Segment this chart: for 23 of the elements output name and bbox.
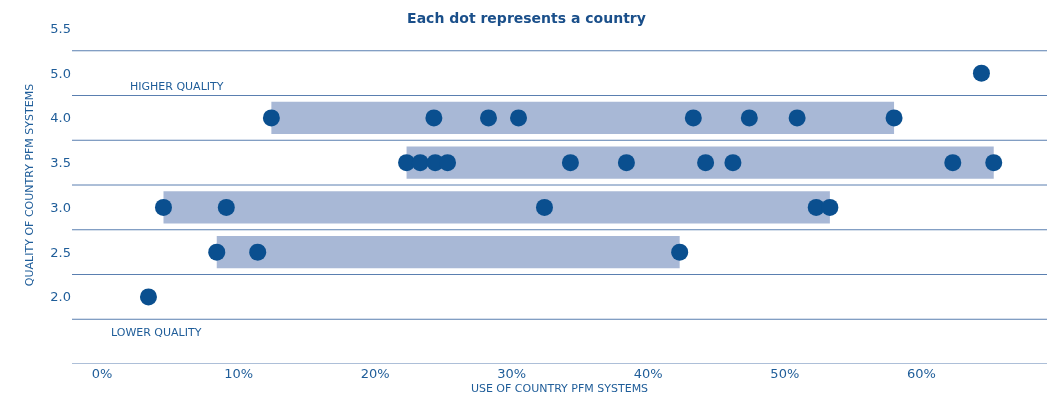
- chart-title: Each dot represents a country: [407, 10, 646, 27]
- y-tick-label: 5.0: [50, 65, 71, 81]
- annotation: HIGHER QUALITY: [130, 80, 224, 93]
- annotation: LOWER QUALITY: [111, 326, 202, 339]
- x-tick-label: 50%: [770, 366, 800, 381]
- y-tick-label: 3.5: [50, 155, 71, 171]
- x-axis-title: USE OF COUNTRY PFM SYSTEMS: [470, 382, 649, 396]
- y-tick-label: 2.5: [50, 244, 71, 260]
- y-tick-label: 4.0: [50, 110, 71, 126]
- bar: [271, 101, 895, 134]
- y-tick-label: 3.0: [50, 199, 71, 215]
- bar: [163, 191, 830, 224]
- x-tick-label: 0%: [91, 366, 113, 381]
- y-axis-title: QUALITY OF COUNTRY PFM SYSTEMS: [22, 83, 36, 287]
- x-tick-label: 40%: [633, 366, 663, 381]
- x-tick-label: 30%: [497, 366, 527, 381]
- bar: [216, 236, 680, 269]
- bar: [406, 146, 994, 179]
- x-tick-label: 20%: [360, 366, 390, 381]
- y-tick-label: 5.5: [50, 20, 71, 36]
- y-tick-label: 2.0: [50, 289, 71, 305]
- x-tick-label: 10%: [224, 366, 254, 381]
- x-tick-label: 60%: [906, 366, 936, 381]
